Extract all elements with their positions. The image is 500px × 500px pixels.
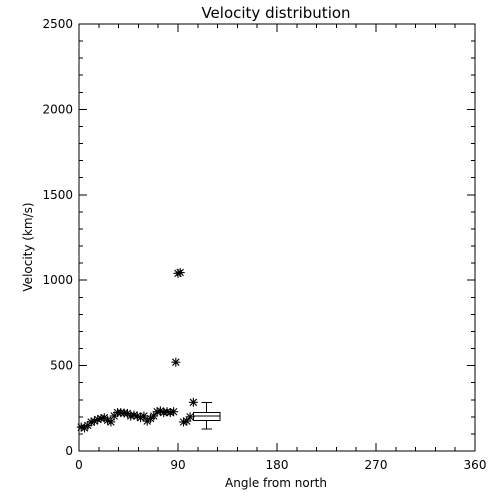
data-point-stroke-d2 [107, 418, 115, 426]
data-point-35 [188, 397, 198, 407]
y-tick-label-0: 0 [65, 444, 73, 458]
data-point-stroke-d2 [103, 416, 112, 425]
scatter-points [76, 268, 198, 433]
boxplot [192, 401, 221, 430]
data-point-28 [169, 407, 179, 417]
data-point-stroke-d2 [133, 412, 142, 420]
y-axis-label: Velocity (km/s) [21, 202, 35, 291]
x-tick-label-360: 360 [464, 458, 487, 472]
plot-frame [78, 23, 476, 452]
data-point-stroke-d2 [183, 417, 191, 425]
x-tick-label-0: 0 [75, 458, 83, 472]
data-point-stroke-d2 [186, 413, 194, 421]
y-tick-label-2000: 2000 [42, 102, 73, 116]
data-point-stroke-d2 [156, 407, 165, 415]
data-point-3 [86, 417, 96, 427]
data-point-33 [182, 416, 192, 426]
data-point-34 [185, 412, 195, 422]
data-point-stroke-d2 [150, 412, 158, 420]
data-point-stroke-d2 [172, 358, 180, 366]
plot-border [78, 23, 476, 452]
data-point-stroke-d2 [130, 411, 138, 419]
data-point-stroke-d2 [140, 412, 148, 420]
data-point-9 [106, 417, 116, 427]
y-tick-label-1000: 1000 [42, 273, 73, 287]
y-tick-label-1500: 1500 [42, 188, 73, 202]
data-point-29 [171, 357, 181, 367]
x-tick-label-180: 180 [266, 458, 289, 472]
chart-title: Velocity distribution [201, 4, 350, 22]
y-axis-ticks: 0 500 1000 1500 2000 2500 [42, 17, 475, 458]
data-point-stroke-d2 [176, 268, 184, 277]
data-point-stroke-d2 [163, 407, 171, 416]
x-tick-label-90: 90 [170, 458, 185, 472]
x-axis-ticks: 0 90 180 270 360 [75, 24, 486, 472]
x-axis-label: Angle from north [225, 476, 327, 490]
x-tick-label-270: 270 [365, 458, 388, 472]
data-point-22 [149, 411, 159, 421]
y-tick-label-2500: 2500 [42, 17, 73, 31]
data-point-31 [175, 268, 185, 278]
data-point-stroke-d2 [169, 407, 178, 416]
data-point-stroke-d2 [189, 398, 198, 407]
y-tick-label-500: 500 [50, 359, 73, 373]
